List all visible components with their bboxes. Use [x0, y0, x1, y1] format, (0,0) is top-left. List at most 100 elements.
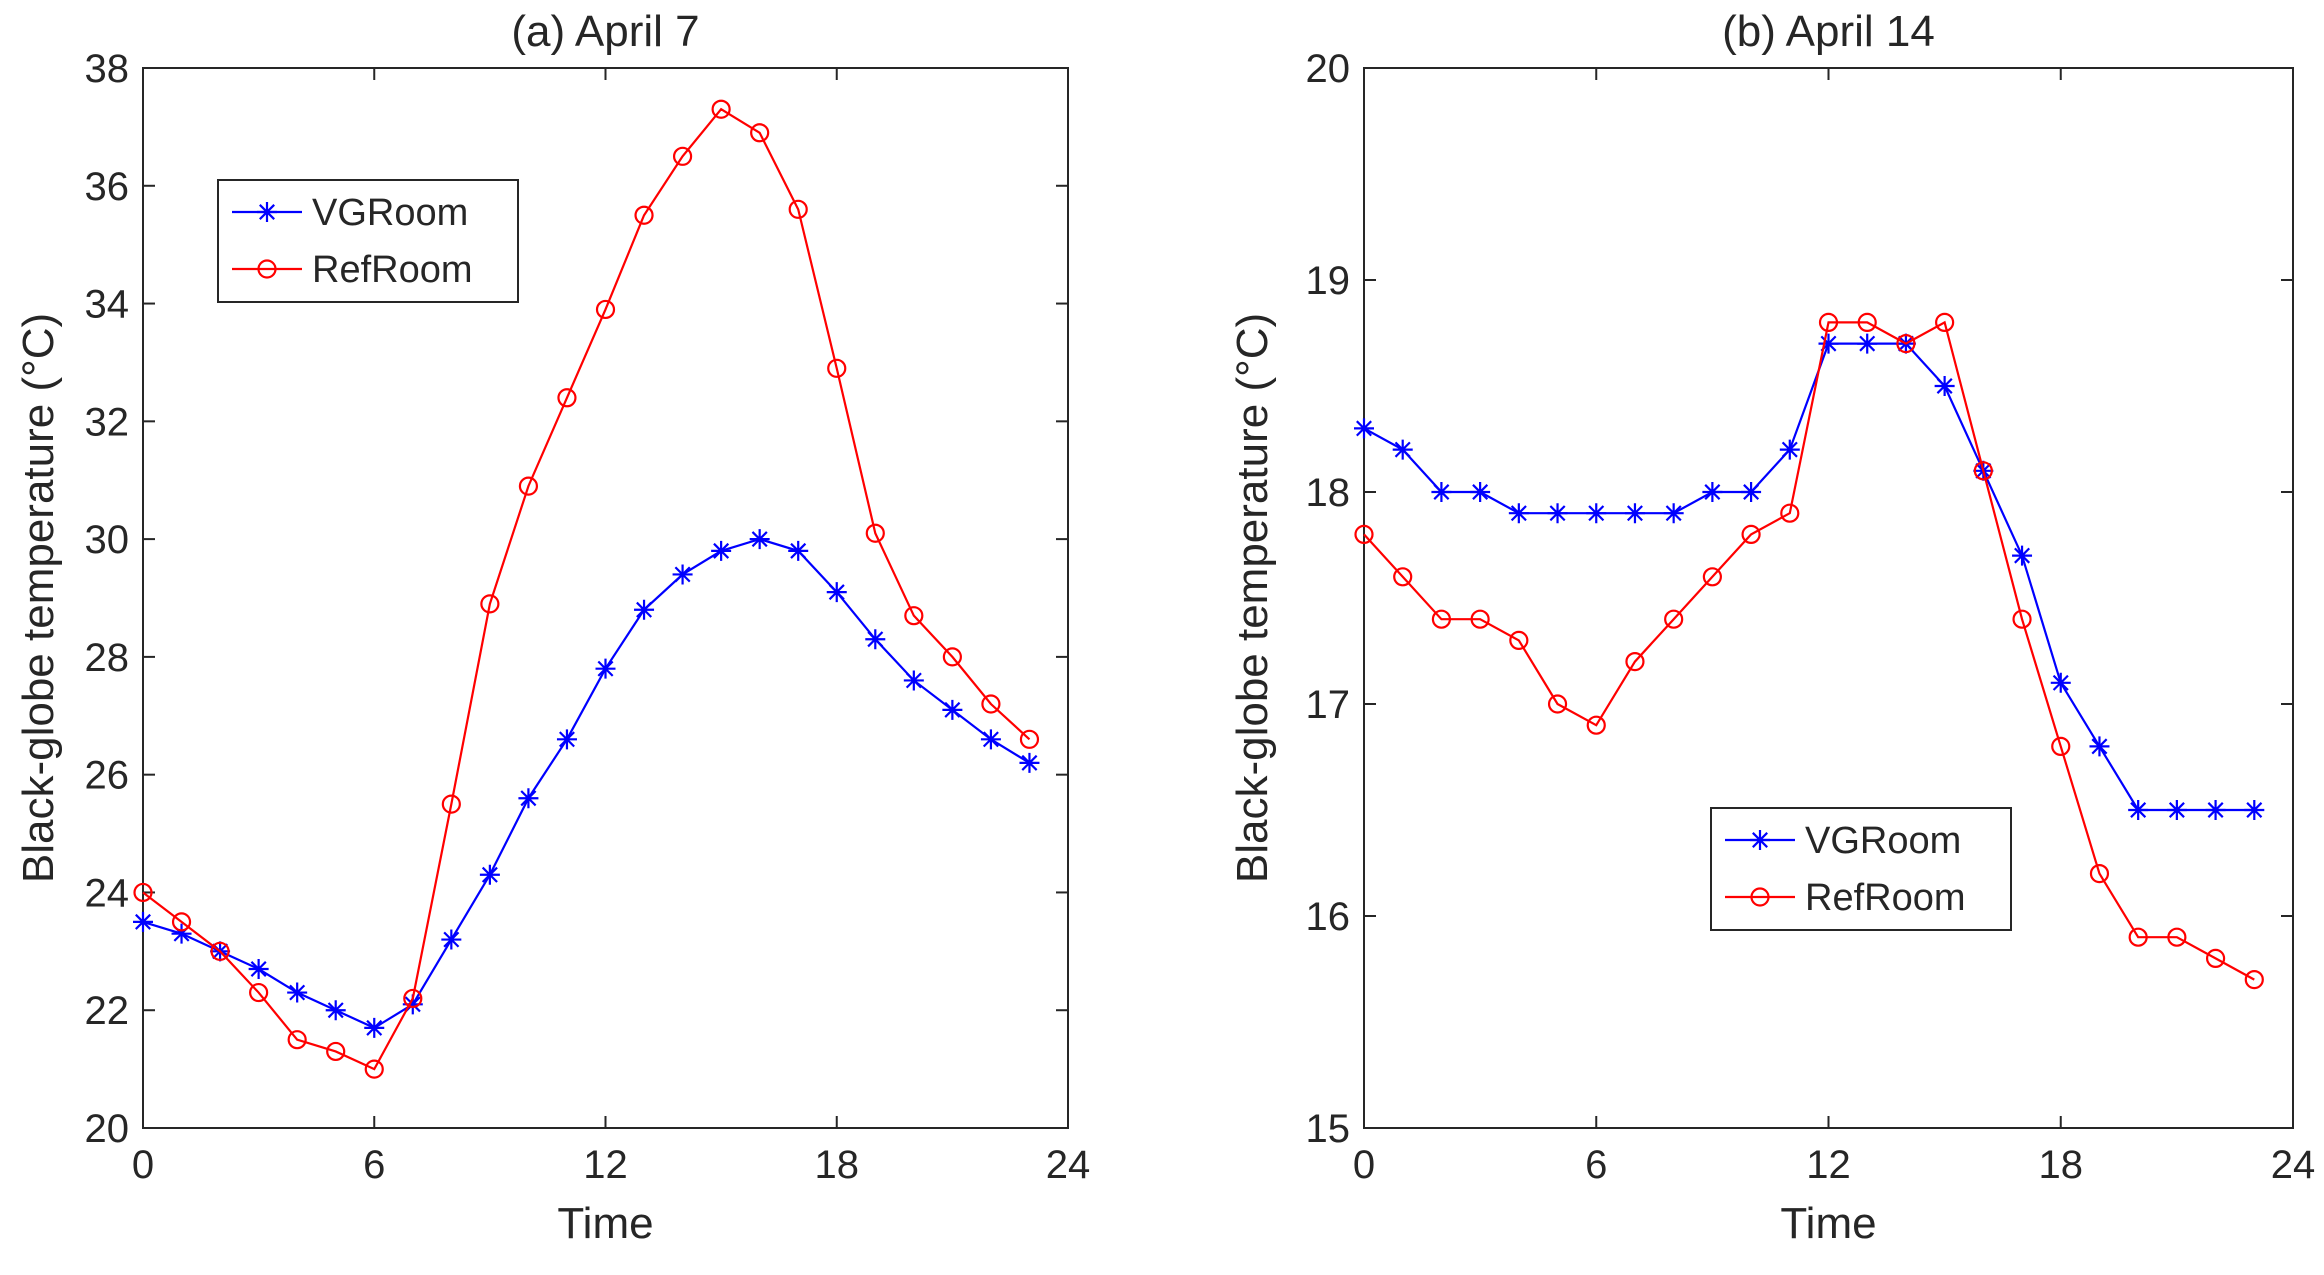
y-tick-label: 38: [85, 47, 130, 91]
x-tick-label: 12: [1806, 1143, 1851, 1187]
legend: VGRoom RefRoom: [1710, 807, 2012, 931]
y-tick-label: 20: [85, 1107, 130, 1151]
y-axis-label: Black-globe temperature (°C): [14, 313, 63, 883]
data-point-refroom: [1935, 312, 1955, 332]
data-point-vgroom: [518, 788, 539, 809]
data-point-refroom: [1586, 715, 1606, 735]
series-vgroom: [1354, 333, 2265, 820]
y-tick-label: 19: [1306, 259, 1351, 303]
series-vgroom: [133, 529, 1040, 1038]
x-tick-label: 24: [2271, 1143, 2316, 1187]
data-point-vgroom: [980, 729, 1001, 750]
data-point-refroom: [1509, 630, 1529, 651]
y-tick-label: 16: [1306, 895, 1351, 939]
data-point-refroom: [634, 205, 654, 225]
x-tick-label: 24: [1046, 1143, 1091, 1187]
data-point-refroom: [711, 99, 731, 119]
data-point-refroom: [441, 794, 461, 814]
data-point-refroom: [133, 882, 153, 903]
data-point-vgroom: [133, 911, 153, 932]
data-point-refroom: [1393, 567, 1413, 587]
legend-label-vgroom: VGRoom: [312, 192, 468, 234]
data-point-refroom: [326, 1041, 346, 1062]
data-point-refroom: [750, 123, 770, 143]
y-tick-label: 18: [1306, 471, 1351, 515]
data-point-refroom: [2089, 863, 2110, 884]
data-point-vgroom: [2128, 800, 2149, 820]
data-point-vgroom: [1586, 503, 1607, 524]
data-point-refroom: [2051, 736, 2071, 757]
data-point-vgroom: [1392, 439, 1413, 460]
data-point-refroom: [287, 1030, 307, 1050]
data-point-vgroom: [788, 540, 809, 561]
data-point-vgroom: [248, 959, 269, 979]
data-point-vgroom: [1470, 482, 1491, 502]
chart-panel-b: 0 6 12 18 24 15 16 17 18 19 20 (b) April 14 Time Blac…: [1228, 7, 2315, 1248]
legend-marker-vgroom: [1750, 830, 1770, 850]
series-line-vgroom: [142, 537, 1031, 1030]
chart-title: (b) April 14: [1722, 7, 1935, 56]
data-point-vgroom: [2089, 736, 2110, 757]
series-line-refroom: [1363, 320, 2255, 981]
data-point-refroom: [981, 694, 1001, 714]
data-point-vgroom: [479, 864, 500, 885]
data-point-vgroom: [2050, 672, 2071, 693]
legend-marker-refroom: [1750, 887, 1770, 907]
data-point-vgroom: [1431, 482, 1452, 502]
data-point-vgroom: [2012, 545, 2033, 566]
data-point-vgroom: [826, 582, 847, 603]
data-point-refroom: [518, 476, 539, 496]
x-tick-label: 18: [815, 1143, 860, 1187]
data-point-refroom: [1780, 503, 1800, 523]
x-tick-label: 0: [132, 1143, 154, 1187]
data-point-refroom: [1741, 524, 1761, 545]
data-point-vgroom: [711, 540, 732, 561]
data-point-refroom: [1547, 694, 1568, 714]
data-point-refroom: [672, 146, 693, 166]
data-point-refroom: [1857, 312, 1877, 332]
data-point-refroom: [827, 358, 847, 378]
data-point-vgroom: [634, 599, 655, 620]
y-tick-label: 22: [85, 989, 130, 1033]
data-point-refroom: [1896, 334, 1916, 354]
data-point-vgroom: [171, 923, 192, 944]
data-point-refroom: [1354, 524, 1374, 545]
data-point-vgroom: [2166, 800, 2187, 820]
x-tick-label: 6: [1585, 1143, 1607, 1187]
data-point-vgroom: [1663, 503, 1684, 524]
x-tick-label: 6: [363, 1143, 385, 1187]
y-tick-label: 34: [85, 283, 130, 327]
x-axis-label: Time: [1780, 1199, 1876, 1248]
data-point-refroom: [249, 982, 269, 1003]
data-point-vgroom: [903, 670, 924, 691]
data-point-vgroom: [749, 529, 770, 550]
y-axis-label: Black-globe temperature (°C): [1228, 313, 1277, 883]
data-point-refroom: [1625, 651, 1645, 672]
data-point-refroom: [2205, 948, 2226, 969]
series-line-vgroom: [1363, 342, 2255, 812]
data-point-vgroom: [441, 929, 462, 950]
chart-title: (a) April 7: [511, 7, 699, 56]
data-point-vgroom: [865, 629, 886, 650]
series-refroom: [1354, 312, 2264, 990]
data-point-vgroom: [556, 729, 577, 750]
x-axis-label: Time: [557, 1199, 653, 1248]
data-point-refroom: [595, 299, 616, 320]
legend-label-refroom: RefRoom: [312, 249, 473, 291]
y-tick-label: 20: [1306, 47, 1351, 91]
data-point-refroom: [210, 941, 230, 961]
data-point-refroom: [171, 912, 192, 932]
x-tick-label: 18: [2039, 1143, 2084, 1187]
data-point-vgroom: [1934, 376, 1955, 396]
data-point-vgroom: [402, 994, 423, 1015]
legend-box: [217, 179, 519, 303]
y-tick-label: 36: [85, 165, 130, 209]
y-tick-label: 32: [85, 400, 130, 444]
data-point-vgroom: [1741, 482, 1762, 502]
legend-label-vgroom: VGRoom: [1805, 820, 1961, 862]
series-refroom: [133, 99, 1040, 1079]
data-point-vgroom: [1019, 752, 1040, 773]
x-tick-label: 12: [583, 1143, 628, 1187]
data-point-refroom: [2244, 969, 2264, 990]
